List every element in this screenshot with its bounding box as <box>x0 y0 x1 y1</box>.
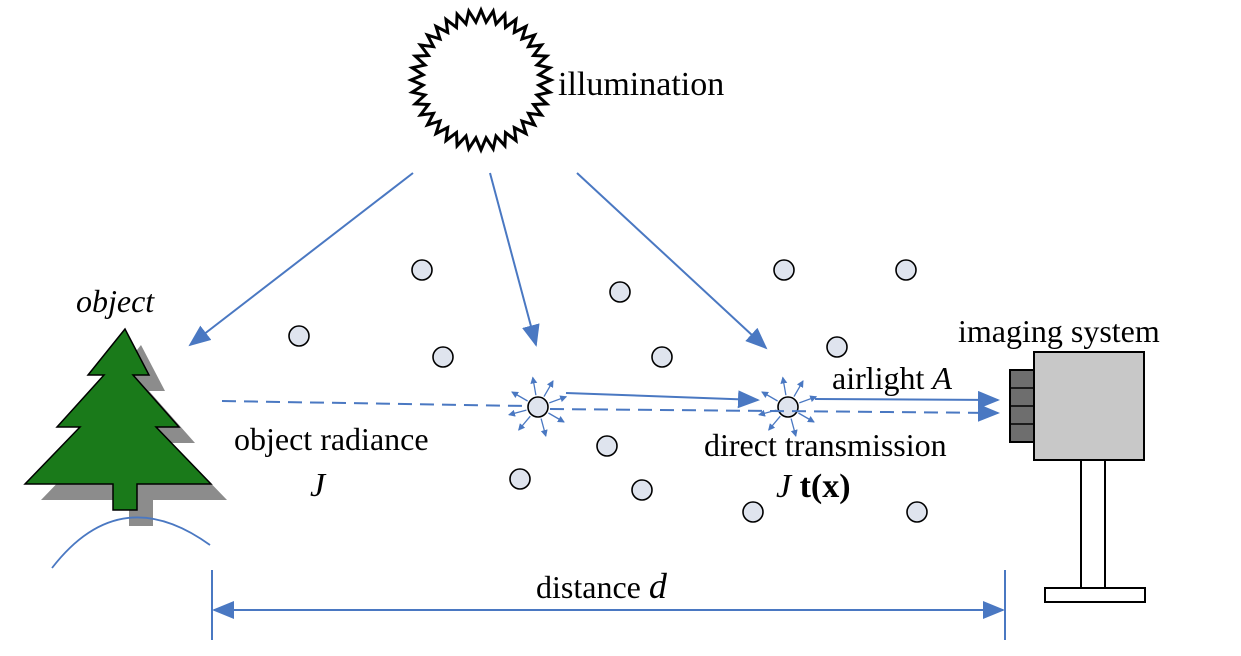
haze-particle <box>432 346 454 368</box>
scatter-arrow <box>790 418 798 437</box>
camera-icon <box>1009 351 1146 603</box>
imaging-system-label: imaging system <box>958 313 1160 349</box>
haze-particle <box>826 336 848 358</box>
scatter-arrow <box>511 391 528 402</box>
scatter-arrow <box>799 395 818 404</box>
illumination-label: illumination <box>558 66 724 103</box>
airlight-arrow <box>814 390 1000 409</box>
ray-to-object <box>188 172 414 347</box>
scatter-arrow <box>780 376 788 396</box>
ray-to-particle <box>489 172 540 347</box>
haze-particle <box>895 259 917 281</box>
haze-particle <box>631 479 653 501</box>
scatter-arrow <box>548 412 565 423</box>
haze-particle <box>596 435 618 457</box>
scatter-arrow <box>530 376 538 396</box>
illumination-rays <box>188 172 768 350</box>
scattered-light-arrow <box>565 390 760 409</box>
ray-to-scatter <box>576 172 768 350</box>
haze-particle <box>773 259 795 281</box>
sun-icon <box>407 6 555 154</box>
haze-particles <box>288 259 928 523</box>
haze-particle <box>742 501 764 523</box>
distance-symbol: d <box>649 566 668 606</box>
scatter-arrow <box>549 395 568 404</box>
scatter-arrow <box>508 409 527 417</box>
scatter-arrow <box>793 380 804 397</box>
transmission-j-symbol: J <box>776 468 793 505</box>
airlight-symbol: A <box>930 360 952 396</box>
object-radiance-label: object radiance <box>234 421 429 457</box>
airlight-word: airlight <box>832 360 925 396</box>
scatter-arrow <box>761 391 778 402</box>
haze-particle <box>906 501 928 523</box>
haze-particle <box>288 325 310 347</box>
distance-word: distance <box>536 569 641 605</box>
scattering-particle <box>777 396 799 418</box>
scatter-arrow <box>543 380 554 397</box>
ground-curve <box>51 516 211 569</box>
scatter-arrow <box>518 415 531 431</box>
tree-icon <box>23 327 227 526</box>
scatter-arrows <box>508 376 568 437</box>
object-label: object <box>76 283 155 319</box>
haze-particle <box>651 346 673 368</box>
object-radiance-beam <box>221 400 527 407</box>
haze-particle <box>509 468 531 490</box>
distance-label: distance d <box>536 566 668 606</box>
haze-particle <box>411 259 433 281</box>
transmission-t-symbol: t(x) <box>800 468 851 505</box>
scatter-arrow <box>768 415 781 431</box>
scatter-arrow <box>798 412 815 423</box>
object-radiance-symbol: J <box>310 467 327 504</box>
direct-transmission-beam <box>549 403 1000 422</box>
haze-particle <box>609 281 631 303</box>
airlight-label: airlight A <box>832 360 952 396</box>
direct-transmission-formula: J t(x) <box>776 468 851 505</box>
distance-dimension <box>211 570 1006 640</box>
scattering-particle <box>527 396 549 418</box>
scatter-arrow <box>540 418 548 437</box>
direct-transmission-label: direct transmission <box>704 427 947 463</box>
